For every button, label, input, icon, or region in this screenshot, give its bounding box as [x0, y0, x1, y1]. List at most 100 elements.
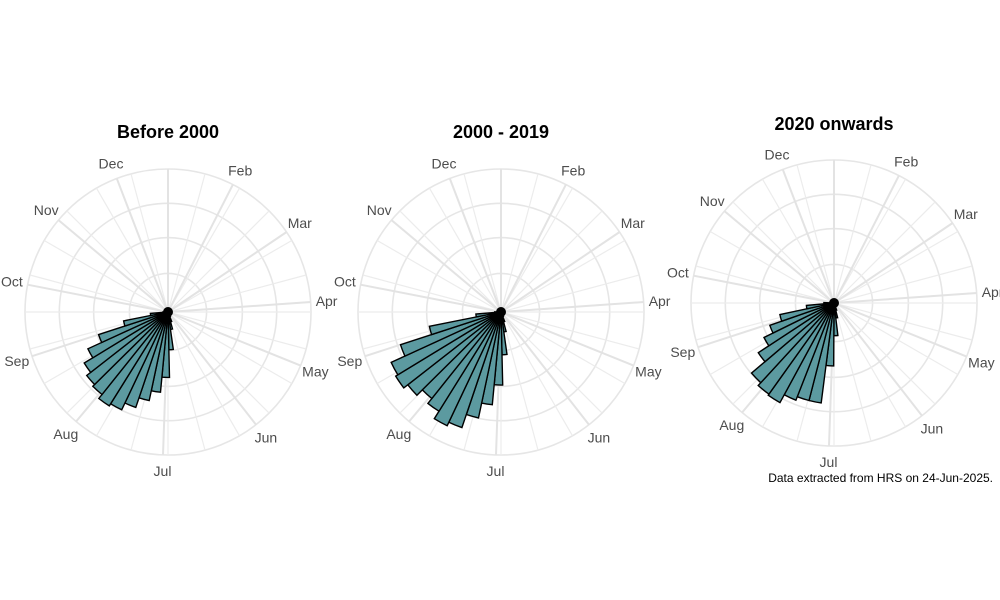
- bar-wedge-10: [757, 302, 835, 396]
- grid-spoke: [167, 311, 307, 350]
- grid-spoke: [500, 210, 603, 313]
- bar-wedge-15: [97, 311, 169, 344]
- grid-spoke: [66, 210, 169, 313]
- grid-spoke-major: [833, 175, 900, 304]
- month-label-feb: Feb: [894, 153, 918, 169]
- bar-series: [750, 298, 839, 404]
- month-label-sep: Sep: [337, 353, 362, 369]
- grid-spoke: [833, 302, 872, 442]
- bar-wedge-15: [399, 311, 502, 358]
- bar-wedge-15: [779, 302, 835, 323]
- month-label-apr: Apr: [649, 293, 671, 309]
- grid-spoke-major: [167, 301, 311, 313]
- grid-spoke: [167, 311, 270, 414]
- grid-spoke: [95, 187, 169, 313]
- grid-spoke: [833, 178, 907, 304]
- grid-spoke: [428, 187, 502, 313]
- grid-spoke-major: [115, 178, 169, 313]
- month-labels: Dec Feb Mar Apr May Jun Jul Aug Sep Oct Nov: [334, 156, 671, 479]
- grid-spoke-major: [500, 231, 621, 313]
- month-label-jul: Jul: [820, 454, 838, 470]
- grid-spoke: [130, 173, 169, 313]
- grid-spoke: [167, 311, 206, 451]
- bar-wedge-16: [805, 302, 835, 310]
- month-label-dec: Dec: [765, 147, 790, 163]
- grid-spoke-major: [167, 231, 288, 313]
- grid-spoke-major: [833, 302, 967, 358]
- grid-spoke: [833, 302, 936, 405]
- grid-spoke: [463, 173, 502, 313]
- month-label-mar: Mar: [954, 206, 978, 222]
- grid-spoke-major: [448, 178, 502, 313]
- grid-spoke-major: [833, 302, 923, 417]
- bar-wedge-13: [394, 311, 502, 389]
- month-label-oct: Oct: [1, 274, 23, 290]
- polar-hub: [163, 307, 173, 317]
- grid-spoke: [732, 201, 835, 304]
- month-label-may: May: [302, 364, 328, 380]
- grid-spoke: [376, 239, 502, 313]
- month-label-mar: Mar: [288, 215, 312, 231]
- polar-hub: [496, 307, 506, 317]
- panel-title: 2000 - 2019: [453, 122, 549, 142]
- month-label-jul: Jul: [487, 463, 505, 479]
- month-labels: Dec Feb Mar Apr May Jun Jul Aug Sep Oct Nov: [667, 147, 1000, 470]
- month-label-apr: Apr: [982, 284, 1000, 300]
- grid-spoke: [833, 164, 872, 304]
- grid-spoke: [500, 311, 603, 414]
- grid-spoke: [709, 230, 835, 304]
- month-label-apr: Apr: [316, 293, 338, 309]
- bar-wedge-13: [763, 302, 835, 347]
- grid-spoke: [500, 311, 574, 437]
- grid-spoke: [399, 210, 502, 313]
- bar-wedge-14: [768, 302, 835, 334]
- grid-spoke: [796, 164, 835, 304]
- grid-spoke: [167, 274, 307, 313]
- month-label-may: May: [968, 355, 994, 371]
- bar-wedge-13: [83, 311, 169, 374]
- grid-spoke: [167, 311, 293, 385]
- grid-spoke-major: [833, 292, 977, 304]
- grid-spoke-major: [27, 283, 169, 313]
- grid-spoke-major: [167, 184, 234, 313]
- data-source-caption: Data extracted from HRS on 24-Jun-2025.: [768, 471, 993, 485]
- grid-spoke: [500, 187, 574, 313]
- bar-wedge-9: [433, 311, 502, 427]
- month-label-oct: Oct: [334, 274, 356, 290]
- month-label-nov: Nov: [700, 193, 725, 209]
- panel-title: 2020 onwards: [774, 114, 893, 134]
- grid-spoke-major: [500, 184, 567, 313]
- bar-wedge-12: [85, 311, 169, 386]
- grid-spoke-major: [781, 169, 835, 304]
- month-labels: Dec Feb Mar Apr May Jun Jul Aug Sep Oct Nov: [1, 156, 338, 479]
- bar-wedge-11: [91, 311, 169, 396]
- grid-spoke: [500, 311, 640, 350]
- month-label-oct: Oct: [667, 265, 689, 281]
- grid-spoke: [167, 239, 293, 313]
- bar-wedge-10: [426, 311, 502, 413]
- polar-panel-1: Before 2000 Dec Feb Mar Apr May Jun Jul Aug Sep Oc…: [1, 122, 338, 479]
- grid-spoke: [29, 274, 169, 313]
- month-label-nov: Nov: [367, 202, 392, 218]
- bar-wedge-9: [767, 302, 835, 404]
- month-label-aug: Aug: [386, 426, 411, 442]
- grid-spoke: [833, 302, 907, 428]
- month-label-sep: Sep: [670, 344, 695, 360]
- polar-panel-3: 2020 onwards Dec Feb Mar Apr May Jun Jul Aug Sep O…: [667, 114, 1000, 470]
- grid-spoke-major: [167, 311, 301, 367]
- grid-spoke-major: [723, 210, 835, 304]
- bar-wedge-16: [428, 311, 502, 336]
- grid-spoke-major: [57, 219, 169, 313]
- grid-spoke: [761, 178, 835, 304]
- grid-spoke: [500, 239, 626, 313]
- grid-spoke: [833, 265, 973, 304]
- grid-spoke-major: [167, 311, 257, 426]
- bar-wedge-12: [757, 302, 835, 363]
- grid-spoke: [500, 311, 539, 451]
- month-label-mar: Mar: [621, 215, 645, 231]
- bar-series: [390, 307, 508, 429]
- grid-spoke-major: [500, 311, 590, 426]
- grid-spoke: [833, 302, 959, 376]
- grid-spoke-major: [500, 301, 644, 313]
